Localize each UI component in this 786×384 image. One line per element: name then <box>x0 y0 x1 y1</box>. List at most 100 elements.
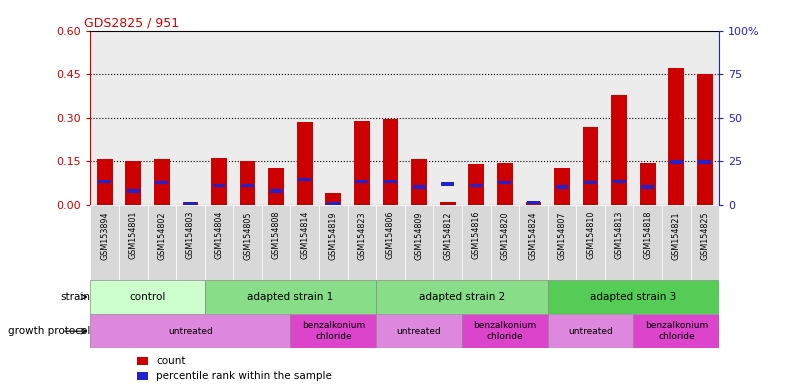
Text: adapted strain 2: adapted strain 2 <box>419 292 505 302</box>
Text: benzalkonium
chloride: benzalkonium chloride <box>302 321 365 341</box>
Bar <box>262 31 291 205</box>
Bar <box>176 31 204 205</box>
Bar <box>355 179 369 183</box>
Bar <box>204 31 233 205</box>
Text: GSM154803: GSM154803 <box>186 211 195 260</box>
Bar <box>241 184 254 187</box>
Bar <box>634 31 662 205</box>
Bar <box>383 119 399 205</box>
Bar <box>97 159 112 205</box>
Bar <box>347 205 376 280</box>
Bar <box>119 31 148 205</box>
Text: adapted strain 1: adapted strain 1 <box>248 292 333 302</box>
Bar <box>691 31 719 205</box>
Bar <box>411 159 427 205</box>
Bar <box>462 314 548 348</box>
Text: GSM154809: GSM154809 <box>414 211 424 260</box>
Bar <box>548 314 634 348</box>
Text: GSM154802: GSM154802 <box>157 211 167 260</box>
Text: GSM154820: GSM154820 <box>501 211 509 260</box>
Bar <box>405 205 433 280</box>
Bar <box>98 179 111 183</box>
Bar <box>634 205 662 280</box>
Bar <box>699 161 711 164</box>
Bar <box>233 205 262 280</box>
Bar <box>376 280 548 314</box>
Bar <box>376 31 405 205</box>
Text: control: control <box>130 292 166 302</box>
Bar <box>441 182 454 186</box>
Text: untreated: untreated <box>397 327 442 336</box>
Bar <box>119 205 148 280</box>
Text: GSM154818: GSM154818 <box>643 211 652 260</box>
Bar <box>554 168 570 205</box>
Bar <box>90 280 204 314</box>
Text: GSM154816: GSM154816 <box>472 211 481 260</box>
Text: GSM154805: GSM154805 <box>243 211 252 260</box>
Text: GSM154819: GSM154819 <box>329 211 338 260</box>
Text: GSM154808: GSM154808 <box>272 211 281 260</box>
Bar <box>297 122 313 205</box>
Bar <box>413 185 425 189</box>
Text: benzalkonium
chloride: benzalkonium chloride <box>473 321 537 341</box>
Bar <box>291 31 319 205</box>
Bar <box>548 31 576 205</box>
Bar <box>240 162 255 205</box>
Bar <box>148 31 176 205</box>
Bar <box>433 205 462 280</box>
Bar <box>556 185 568 189</box>
Bar <box>376 205 405 280</box>
Bar <box>697 74 713 205</box>
Text: GSM154806: GSM154806 <box>386 211 395 260</box>
Bar <box>126 162 141 205</box>
Text: GSM154810: GSM154810 <box>586 211 595 260</box>
Bar <box>376 314 462 348</box>
Text: GSM154821: GSM154821 <box>672 211 681 260</box>
Bar <box>156 180 168 184</box>
Bar <box>548 280 719 314</box>
Bar <box>662 31 691 205</box>
Bar <box>582 127 598 205</box>
Legend: count, percentile rank within the sample: count, percentile rank within the sample <box>134 352 336 384</box>
Bar <box>640 163 656 205</box>
Bar <box>634 314 719 348</box>
Text: untreated: untreated <box>568 327 613 336</box>
Bar <box>212 184 226 187</box>
Text: GSM154824: GSM154824 <box>529 211 538 260</box>
Text: GSM154823: GSM154823 <box>358 211 366 260</box>
Bar <box>462 31 490 205</box>
Bar <box>462 205 490 280</box>
Text: growth protocol: growth protocol <box>8 326 90 336</box>
Bar <box>519 31 548 205</box>
Bar <box>176 205 204 280</box>
Bar <box>490 31 519 205</box>
Bar <box>233 31 262 205</box>
Bar <box>270 189 283 193</box>
Bar <box>319 31 347 205</box>
Bar <box>148 205 176 280</box>
Bar <box>605 31 634 205</box>
Bar <box>548 205 576 280</box>
Bar <box>576 31 605 205</box>
Bar <box>440 202 456 205</box>
Bar <box>319 205 347 280</box>
Bar <box>384 179 397 183</box>
Bar <box>497 163 512 205</box>
Bar <box>154 159 170 205</box>
Bar <box>470 184 483 187</box>
Text: GSM154812: GSM154812 <box>443 211 452 260</box>
Bar <box>519 205 548 280</box>
Bar <box>668 68 684 205</box>
Bar <box>584 180 597 184</box>
Text: GDS2825 / 951: GDS2825 / 951 <box>84 17 179 30</box>
Text: GSM154804: GSM154804 <box>215 211 223 260</box>
Bar <box>354 121 369 205</box>
Bar <box>691 205 719 280</box>
Bar <box>612 94 627 205</box>
Bar <box>527 201 540 205</box>
Text: GSM154825: GSM154825 <box>700 211 710 260</box>
Bar <box>182 202 198 205</box>
Bar <box>268 168 284 205</box>
Bar <box>662 205 691 280</box>
Text: GSM154801: GSM154801 <box>129 211 138 260</box>
